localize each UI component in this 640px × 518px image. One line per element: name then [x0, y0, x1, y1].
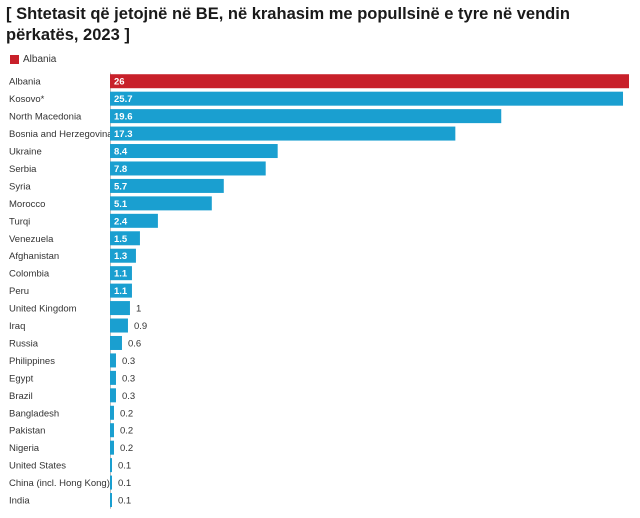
value-label-egypt: 0.3 [122, 373, 135, 384]
value-label-bosnia-and-herzegovina: 17.3 [114, 129, 133, 140]
bar-kosovo [110, 91, 624, 106]
category-label-bangladesh: Bangladesh [9, 408, 59, 419]
value-label-nigeria: 0.2 [120, 443, 133, 454]
legend-swatch-albania [10, 55, 19, 64]
category-label-philippines: Philippines [9, 356, 55, 367]
legend-label-albania: Albania [23, 54, 57, 65]
value-label-turqi: 2.4 [114, 216, 128, 227]
bar-peru [110, 283, 132, 298]
category-label-bosnia-and-herzegovina: Bosnia and Herzegovina [9, 129, 113, 140]
category-label-iraq: Iraq [9, 321, 25, 332]
value-label-united-kingdom: 1 [136, 304, 141, 315]
bar-bosnia-and-herzegovina [110, 126, 456, 141]
category-label-brazil: Brazil [9, 391, 33, 402]
category-label-egypt: Egypt [9, 373, 34, 384]
bar-bangladesh [110, 405, 114, 420]
value-label-pakistan: 0.2 [120, 426, 133, 437]
bar-turqi [110, 213, 158, 228]
value-label-serbia: 7.8 [114, 164, 127, 175]
bar-morocco [110, 196, 212, 211]
category-label-serbia: Serbia [9, 164, 37, 175]
category-label-afghanistan: Afghanistan [9, 251, 59, 262]
value-label-russia: 0.6 [128, 338, 141, 349]
value-label-albania: 26 [114, 77, 125, 88]
value-label-india: 0.1 [118, 496, 131, 507]
value-label-kosovo: 25.7 [114, 94, 133, 105]
category-label-venezuela: Venezuela [9, 234, 54, 245]
category-label-colombia: Colombia [9, 269, 50, 280]
bar-egypt [110, 370, 116, 385]
category-label-peru: Peru [9, 286, 29, 297]
category-label-morocco: Morocco [9, 199, 45, 210]
value-label-afghanistan: 1.3 [114, 251, 127, 262]
bar-nigeria [110, 440, 114, 455]
bar-brazil [110, 388, 116, 403]
legend: Albania [10, 54, 56, 65]
bar-afghanistan [110, 248, 136, 263]
value-label-syria: 5.7 [114, 181, 127, 192]
bar-philippines [110, 353, 116, 368]
bar-pakistan [110, 423, 114, 438]
value-label-philippines: 0.3 [122, 356, 135, 367]
value-label-colombia: 1.1 [114, 269, 128, 280]
bar-united-kingdom [110, 301, 130, 316]
value-label-brazil: 0.3 [122, 391, 135, 402]
value-label-peru: 1.1 [114, 286, 128, 297]
bar-united-states [110, 458, 112, 473]
category-label-nigeria: Nigeria [9, 443, 40, 454]
value-label-iraq: 0.9 [134, 321, 147, 332]
category-label-russia: Russia [9, 338, 39, 349]
bar-colombia [110, 266, 132, 281]
bar-serbia [110, 161, 266, 176]
value-label-china-incl-hong-kong: 0.1 [118, 478, 131, 489]
value-label-united-states: 0.1 [118, 461, 131, 472]
category-label-united-states: United States [9, 461, 66, 472]
value-label-morocco: 5.1 [114, 199, 128, 210]
bar-albania [110, 74, 629, 89]
chart-title: [ Shtetasit që jetojnë në BE, në krahasi… [6, 5, 570, 44]
bar-russia [110, 335, 122, 350]
category-label-north-macedonia: North Macedonia [9, 112, 82, 123]
category-label-china-incl-hong-kong: China (incl. Hong Kong) [9, 478, 110, 489]
category-label-syria: Syria [9, 181, 31, 192]
category-label-india: India [9, 496, 30, 507]
bar-iraq [110, 318, 128, 333]
bar-syria [110, 178, 224, 193]
category-label-united-kingdom: United Kingdom [9, 304, 77, 315]
value-label-venezuela: 1.5 [114, 234, 128, 245]
value-label-ukraine: 8.4 [114, 147, 128, 158]
category-label-ukraine: Ukraine [9, 147, 42, 158]
bar-india [110, 493, 112, 508]
category-label-turqi: Turqi [9, 216, 30, 227]
value-label-bangladesh: 0.2 [120, 408, 133, 419]
bar-ukraine [110, 144, 278, 159]
value-label-north-macedonia: 19.6 [114, 112, 133, 123]
category-label-pakistan: Pakistan [9, 426, 45, 437]
category-label-kosovo: Kosovo* [9, 94, 45, 105]
bar-china-incl-hong-kong [110, 475, 112, 490]
category-label-albania: Albania [9, 77, 41, 88]
bar-venezuela [110, 231, 140, 246]
bar-north-macedonia [110, 109, 502, 124]
